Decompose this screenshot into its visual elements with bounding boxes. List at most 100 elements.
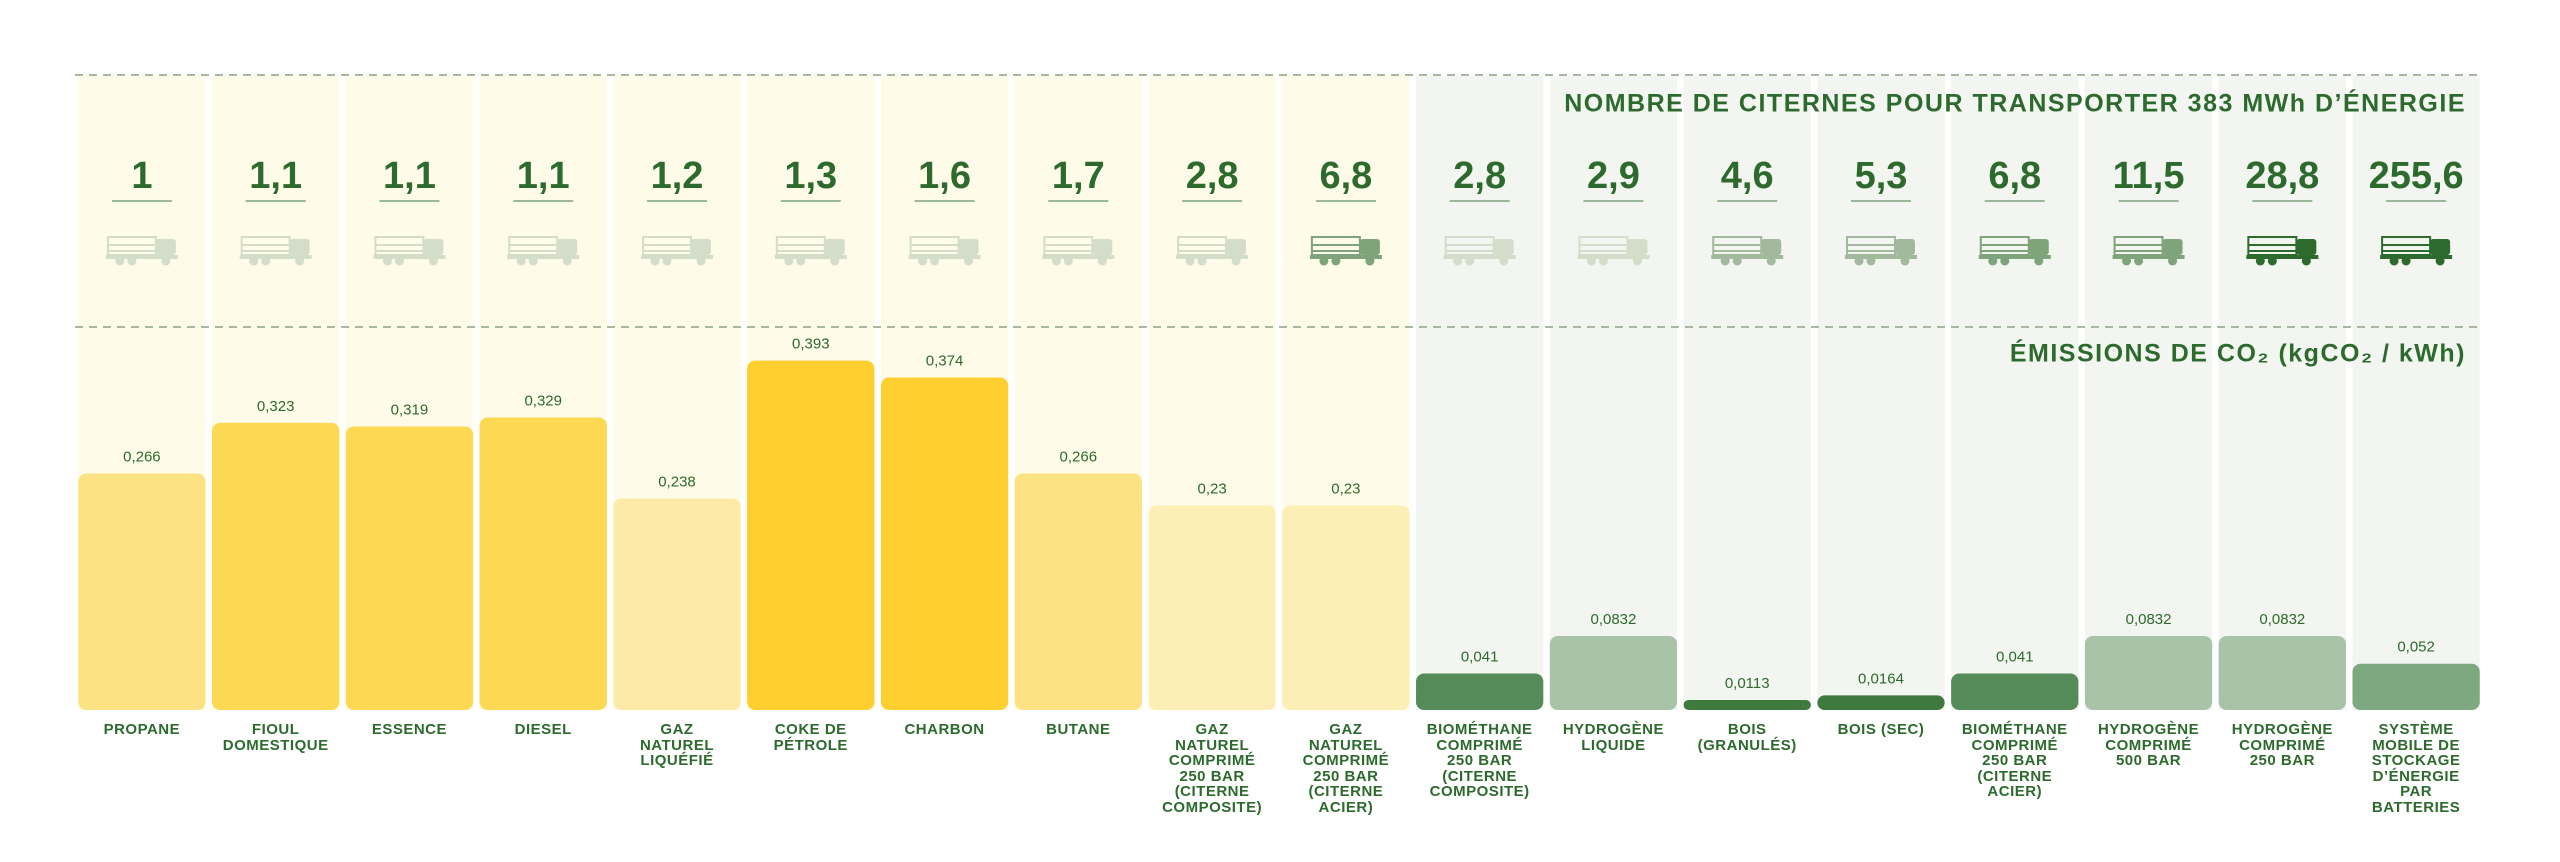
count-label: 1,1 (383, 155, 436, 197)
truck-icon (908, 236, 981, 266)
category-label: GAZ NATUREL COMPRIMÉ 250 BAR (CITERNE CO… (1162, 721, 1263, 816)
truck-icon (1309, 236, 1382, 266)
column-bg (2218, 76, 2346, 710)
truck-part (1092, 239, 1113, 255)
count-label: 2,8 (1186, 155, 1239, 197)
category-label: ESSENCE (371, 721, 448, 738)
truck-part (2301, 256, 2311, 266)
truck-part (2034, 256, 2044, 266)
truck-part (1761, 239, 1782, 255)
truck-part (2430, 239, 2451, 255)
truck-icon (1845, 236, 1917, 266)
truck-part (2122, 256, 2132, 266)
category-label: HYDROGÈNE LIQUIDE (1562, 721, 1665, 754)
truck-part (964, 256, 974, 266)
truck-part (2246, 255, 2319, 259)
truck-part (1845, 255, 1917, 259)
truck-part (2401, 256, 2411, 266)
truck-part (127, 256, 137, 266)
truck-part (1365, 256, 1375, 266)
truck-part (239, 255, 312, 259)
count-label: 255,6 (2369, 155, 2464, 197)
value-label: 0,23 (1331, 481, 1360, 498)
value-label: 0,374 (926, 353, 964, 370)
category-label: DIESEL (514, 721, 572, 738)
category-label: BUTANE (1046, 721, 1111, 738)
truck-part (908, 255, 981, 259)
truck-part (155, 239, 176, 255)
truck-part (1866, 256, 1876, 266)
truck-icon (105, 236, 178, 266)
truck-part (1632, 256, 1642, 266)
truck-part (105, 255, 178, 259)
truck-part (1319, 256, 1329, 266)
category-label: BIOMÉTHANE COMPRIMÉ 250 BAR (CITERNE COM… (1426, 721, 1533, 800)
category-label: BOIS (GRANULÉS) (1697, 721, 1797, 754)
truck-part (2168, 256, 2178, 266)
truck-part (516, 256, 526, 266)
count-label: 1 (131, 155, 152, 197)
count-label: 1,3 (784, 155, 837, 197)
truck-part (1499, 256, 1509, 266)
truck-part (2380, 255, 2453, 259)
category-label: BOIS (SEC) (1837, 721, 1925, 738)
truck-icon (1443, 236, 1516, 266)
truck-icon (507, 236, 580, 266)
truck-part (691, 239, 711, 255)
truck-part (1331, 256, 1341, 266)
truck-part (394, 256, 404, 266)
count-label: 1,7 (1052, 155, 1105, 197)
truck-part (1978, 255, 2051, 259)
truck-part (2000, 256, 2010, 266)
truck-part (249, 256, 259, 266)
truck-icon (2380, 236, 2453, 266)
count-label: 6,8 (1988, 155, 2041, 197)
truck-part (1895, 239, 1915, 255)
bar (1549, 636, 1678, 710)
truck-icon (1577, 236, 1650, 266)
truck-part (2267, 256, 2277, 266)
category-label: SYSTÈME MOBILE DE STOCKAGE D’ÉNERGIE PAR… (2371, 721, 2461, 816)
bar (212, 422, 340, 710)
bar (1148, 505, 1276, 710)
truck-part (1453, 256, 1463, 266)
truck-part (507, 255, 580, 259)
truck-part (1359, 239, 1380, 255)
bar (1817, 695, 1945, 710)
truck-part (1176, 255, 1249, 259)
truck-part (1988, 256, 1998, 266)
bar (747, 360, 875, 710)
bar (2352, 663, 2480, 710)
truck-part (382, 256, 392, 266)
truck-part (930, 256, 940, 266)
truck-part (373, 255, 446, 259)
truck-part (1732, 256, 1742, 266)
truck-part (774, 255, 847, 259)
column-bg (1683, 76, 1811, 710)
bar (1683, 699, 1811, 710)
category-label: COKE DE PÉTROLE (773, 721, 848, 754)
truck-part (2435, 256, 2445, 266)
truck-part (1766, 256, 1776, 266)
bar (880, 377, 1009, 710)
truck-part (641, 255, 713, 259)
truck-part (1197, 256, 1207, 266)
truck-part (528, 256, 538, 266)
truck-part (918, 256, 928, 266)
column-bg (1416, 76, 1544, 710)
bar (613, 498, 741, 710)
truck-part (1231, 256, 1241, 266)
count-label: 5,3 (1855, 155, 1908, 197)
value-label: 0,0832 (1590, 611, 1636, 628)
bar (1951, 673, 2079, 710)
truck-part (1465, 256, 1475, 266)
value-label: 0,266 (123, 449, 161, 466)
value-label: 0,393 (792, 336, 830, 353)
truck-part (295, 256, 305, 266)
truck-part (1443, 255, 1516, 259)
column-bg (2352, 76, 2480, 710)
count-label: 1,2 (651, 155, 704, 197)
truck-part (796, 256, 806, 266)
truck-part (428, 256, 438, 266)
